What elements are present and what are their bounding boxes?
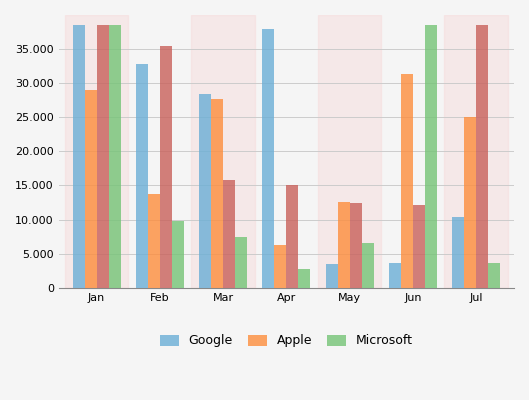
Bar (211, 99, 223, 288)
Bar (425, 25, 437, 288)
Bar (136, 64, 148, 288)
Bar (148, 194, 160, 288)
Bar (444, 15, 508, 288)
Bar (65, 15, 128, 288)
Bar (401, 74, 413, 288)
Bar (108, 25, 121, 288)
Bar (389, 263, 401, 288)
Bar (172, 221, 184, 288)
Bar (262, 29, 275, 288)
Bar (72, 25, 85, 288)
Bar (85, 90, 97, 288)
Bar (97, 25, 108, 288)
Bar (338, 202, 350, 288)
Bar (223, 180, 235, 288)
Bar (191, 15, 254, 288)
Bar (286, 185, 298, 288)
Bar (275, 246, 286, 288)
Bar (160, 46, 172, 288)
Bar (350, 203, 361, 288)
Bar (452, 217, 464, 288)
Bar (235, 236, 247, 288)
Bar (298, 269, 311, 288)
Bar (318, 15, 381, 288)
Bar (361, 243, 373, 288)
Legend: Google, Apple, Microsoft: Google, Apple, Microsoft (155, 330, 418, 352)
Bar (413, 204, 425, 288)
Bar (464, 117, 476, 288)
Bar (488, 263, 500, 288)
Bar (476, 25, 488, 288)
Bar (199, 94, 211, 288)
Bar (325, 264, 338, 288)
